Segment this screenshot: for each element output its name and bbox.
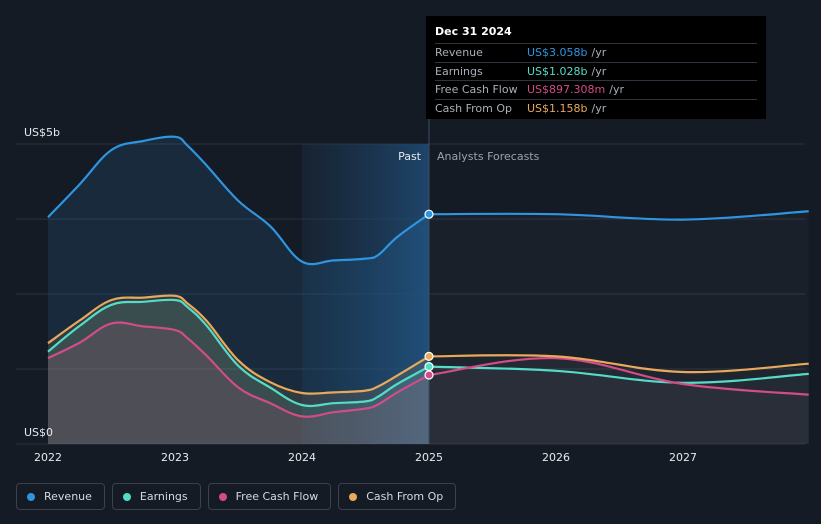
marker-earnings (424, 362, 434, 372)
tooltip-row-free-cash-flow: Free Cash Flow US$897.308m /yr (435, 80, 757, 99)
legend-item-revenue[interactable]: Revenue (16, 483, 105, 510)
tooltip-value: US$1.158b (527, 101, 588, 115)
line-past-earnings (47, 298, 430, 408)
x-tick-label: 2025 (415, 451, 443, 464)
tooltip-value: US$897.308m (527, 83, 606, 97)
x-tick-label: 2024 (288, 451, 316, 464)
tooltip-label: Cash From Op (435, 101, 513, 115)
series-areas (48, 136, 809, 444)
area-past-earnings (48, 299, 429, 444)
forecast-label: Analysts Forecasts (437, 150, 540, 163)
tooltip-unit: /yr (591, 46, 607, 60)
legend-label: Free Cash Flow (235, 490, 319, 503)
series-markers (424, 209, 434, 380)
tooltip-unit: /yr (609, 83, 624, 97)
tooltip-date: Dec 31 2024 (435, 25, 512, 38)
legend-dot-icon (218, 492, 227, 501)
line-past-free-cash-flow (47, 321, 430, 418)
y-axis-top-label: US$5b (24, 126, 60, 139)
legend-dot-icon (349, 492, 358, 501)
legend-item-cash-from-op[interactable]: Cash From Op (338, 483, 457, 510)
legend-item-free-cash-flow[interactable]: Free Cash Flow (207, 483, 332, 510)
line-forecast-revenue (428, 210, 809, 221)
x-tick-label: 2027 (669, 451, 697, 464)
chart-legend: Revenue Earnings Free Cash Flow Cash Fro… (16, 483, 457, 510)
x-tick-label: 2022 (34, 451, 62, 464)
marker-cash-from-op (424, 351, 434, 361)
tooltip-row-cash-from-op: Cash From Op US$1.158b /yr (435, 98, 757, 118)
past-label: Past (398, 150, 422, 163)
area-forecast-revenue (429, 211, 809, 444)
x-tick-label: 2023 (161, 451, 189, 464)
tooltip-value: US$3.058b (527, 46, 588, 60)
line-past-revenue (47, 135, 430, 266)
legend-label: Earnings (139, 490, 188, 503)
legend-item-earnings[interactable]: Earnings (111, 483, 201, 510)
tooltip-label: Earnings (435, 64, 483, 78)
tooltip-label: Free Cash Flow (435, 83, 518, 97)
area-forecast-free-cash-flow (429, 358, 809, 444)
legend-dot-icon (122, 492, 131, 501)
area-past-free-cash-flow (48, 322, 429, 444)
tooltip-unit: /yr (591, 64, 607, 78)
line-forecast-free-cash-flow (428, 357, 809, 396)
legend-label: Cash From Op (366, 490, 444, 503)
tooltip-row-earnings: Earnings US$1.028b /yr (435, 61, 757, 81)
tooltip-unit: /yr (591, 101, 607, 115)
area-forecast-cash-from-op (429, 355, 809, 444)
legend-label: Revenue (44, 490, 92, 503)
line-past-cash-from-op (47, 294, 430, 395)
area-forecast-earnings (429, 366, 809, 444)
tooltip-label: Revenue (435, 46, 483, 60)
legend-dot-icon (27, 492, 35, 501)
marker-free-cash-flow (424, 370, 434, 380)
y-axis-bottom-label: US$0 (24, 426, 53, 439)
series-lines (47, 135, 809, 418)
tooltip-row-revenue: Revenue US$3.058b /yr (435, 43, 757, 62)
line-forecast-earnings (428, 365, 809, 384)
hover-tooltip: Dec 31 2024 Revenue US$3.058b /yr Earnin… (426, 16, 766, 119)
x-axis-ticks: 2022 2023 2024 2025 2026 2027 (34, 451, 697, 464)
line-forecast-cash-from-op (428, 354, 809, 374)
marker-revenue (424, 209, 434, 219)
x-tick-label: 2026 (542, 451, 570, 464)
area-past-revenue (48, 136, 429, 444)
area-past-cash-from-op (48, 295, 429, 444)
tooltip-value: US$1.028b (527, 64, 588, 78)
